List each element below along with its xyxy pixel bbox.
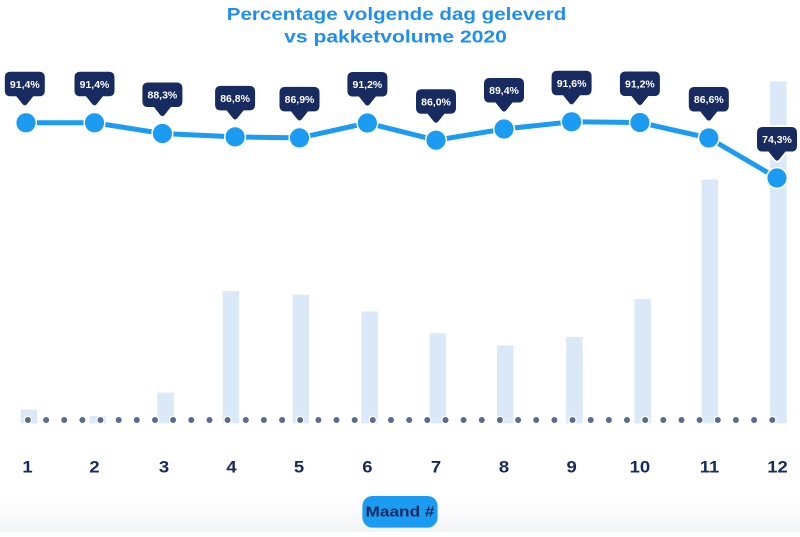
svg-text:4: 4 (226, 457, 237, 476)
svg-text:5: 5 (294, 457, 305, 476)
svg-text:86,9%: 86,9% (285, 94, 315, 106)
svg-text:11: 11 (700, 457, 720, 476)
svg-text:86,8%: 86,8% (220, 93, 250, 105)
svg-text:91,2%: 91,2% (625, 79, 655, 91)
svg-text:1: 1 (22, 457, 33, 476)
svg-text:91,6%: 91,6% (557, 78, 587, 90)
svg-text:86,6%: 86,6% (694, 94, 724, 106)
svg-text:Maand #: Maand # (366, 505, 435, 520)
svg-text:91,4%: 91,4% (80, 79, 110, 91)
svg-text:74,3%: 74,3% (762, 134, 792, 146)
svg-text:91,4%: 91,4% (10, 79, 40, 91)
svg-text:8: 8 (499, 457, 510, 476)
svg-text:Percentage volgende dag geleve: Percentage volgende dag geleverd (227, 5, 567, 24)
svg-text:86,0%: 86,0% (421, 96, 451, 108)
svg-text:7: 7 (431, 457, 441, 476)
svg-text:6: 6 (362, 457, 373, 476)
svg-text:10: 10 (630, 457, 651, 476)
svg-text:vs pakketvolume 2020: vs pakketvolume 2020 (284, 27, 507, 47)
svg-text:91,2%: 91,2% (353, 79, 383, 91)
svg-text:3: 3 (159, 457, 170, 476)
svg-text:9: 9 (566, 457, 577, 476)
svg-text:88,3%: 88,3% (148, 90, 178, 102)
svg-text:89,4%: 89,4% (489, 85, 519, 97)
svg-text:12: 12 (767, 457, 788, 476)
svg-text:2: 2 (89, 457, 100, 476)
